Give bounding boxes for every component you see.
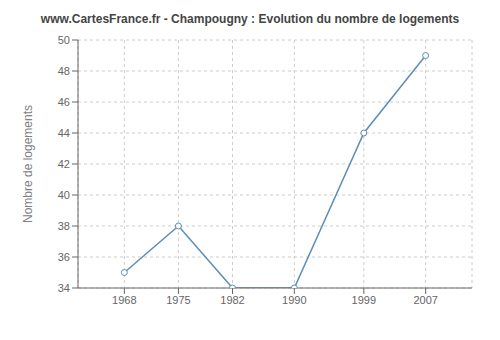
svg-text:2007: 2007 [413, 294, 437, 306]
svg-text:1990: 1990 [282, 294, 306, 306]
svg-text:1975: 1975 [166, 294, 190, 306]
svg-text:1968: 1968 [112, 294, 136, 306]
svg-text:1982: 1982 [220, 294, 244, 306]
html-text:www.CartesFrance.fr - Champoug: www.CartesFrance.fr - Champougny : Evolu… [40, 12, 460, 26]
svg-text:34: 34 [58, 282, 70, 294]
svg-text:36: 36 [58, 251, 70, 263]
svg-text:44: 44 [58, 127, 70, 139]
svg-text:42: 42 [58, 158, 70, 170]
svg-text:Nombre de logements: Nombre de logements [21, 105, 35, 223]
svg-text:48: 48 [58, 65, 70, 77]
svg-text:46: 46 [58, 96, 70, 108]
svg-text:38: 38 [58, 220, 70, 232]
svg-text:1999: 1999 [352, 294, 376, 306]
svg-text:40: 40 [58, 189, 70, 201]
svg-text:50: 50 [58, 34, 70, 46]
